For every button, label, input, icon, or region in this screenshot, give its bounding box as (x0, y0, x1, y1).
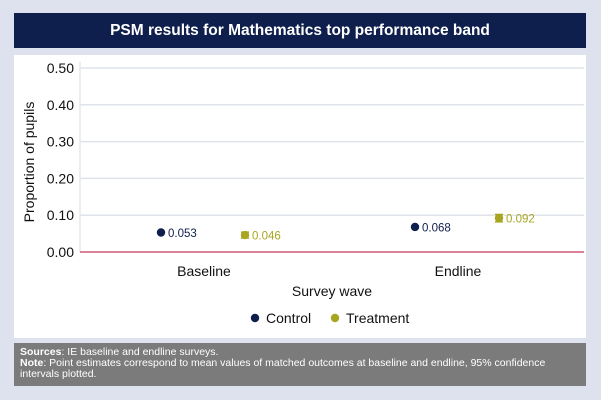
data-label: 0.068 (422, 222, 451, 234)
sources-line: Sources: IE baseline and endline surveys… (20, 347, 580, 358)
data-label: 0.053 (168, 228, 197, 240)
sources-label: Sources (20, 346, 62, 358)
legend-label: Control (266, 310, 311, 326)
data-point-control (156, 228, 166, 237)
plot-panel: 0.00 0.10 0.20 0.30 0.40 0.50 Proportion of pu… (14, 55, 586, 338)
notes-box: Sources: IE baseline and endline surveys… (14, 343, 586, 386)
chart-svg: 0.00 0.10 0.20 0.30 0.40 0.50 Proportion of pu… (21, 60, 584, 326)
data-point-treatment (494, 213, 504, 223)
note-label: Note (20, 357, 44, 369)
y-tick-label: 0.30 (47, 134, 74, 150)
chart-title: PSM results for Mathematics top performa… (14, 13, 586, 48)
y-axis-label: Proportion of pupils (21, 102, 37, 223)
legend-marker-treatment (330, 313, 340, 323)
sources-text: : IE baseline and endline surveys. (61, 346, 219, 358)
data-label: 0.046 (252, 231, 281, 243)
legend-marker-control (250, 313, 260, 323)
data-point-control (410, 222, 420, 232)
data-label: 0.092 (506, 214, 535, 226)
data-point-treatment (240, 230, 250, 240)
x-tick-label: Baseline (177, 263, 231, 279)
y-tick-label: 0.20 (47, 170, 74, 186)
note-text: : Point estimates correspond to mean val… (20, 357, 546, 380)
x-tick-label: Endline (435, 263, 482, 279)
note-line: Note: Point estimates correspond to mean… (20, 358, 580, 380)
y-tick-label: 0.00 (47, 244, 74, 260)
x-axis-label: Survey wave (292, 283, 372, 299)
y-tick-label: 0.50 (47, 60, 74, 76)
legend-label: Treatment (346, 310, 409, 326)
y-tick-label: 0.40 (47, 97, 74, 113)
y-tick-label: 0.10 (47, 207, 74, 223)
